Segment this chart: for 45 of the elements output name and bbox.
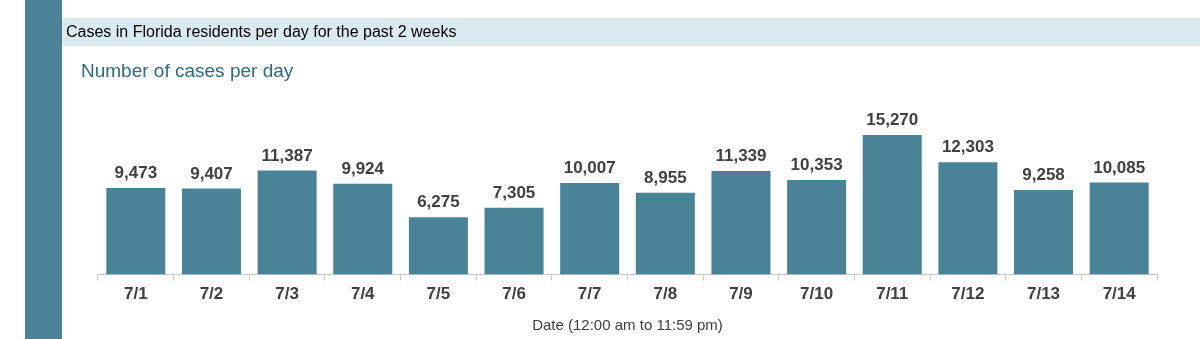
bar <box>560 183 620 275</box>
x-tick-label: 7/9 <box>729 284 753 304</box>
data-label: 9,924 <box>341 159 385 179</box>
data-label: 15,270 <box>866 110 919 130</box>
bar <box>787 179 847 275</box>
chart-title: Cases in Florida residents per day for the past 2 weeks <box>62 18 1200 46</box>
bar <box>1014 189 1074 275</box>
x-tick-label: 7/5 <box>426 284 451 304</box>
data-label: 7,305 <box>492 183 536 202</box>
x-tick-label: 7/1 <box>124 284 148 304</box>
x-tick-label: 7/2 <box>199 284 224 304</box>
data-label: 10,007 <box>563 158 616 178</box>
data-label: 9,407 <box>190 163 233 183</box>
data-label: 10,353 <box>790 155 843 175</box>
bar <box>484 207 544 275</box>
data-label: 11,387 <box>261 145 313 165</box>
x-tick-label: 7/13 <box>1026 284 1061 304</box>
bar <box>257 170 317 275</box>
bar <box>181 188 241 275</box>
x-tick-label: 7/11 <box>876 284 909 304</box>
x-tick-label: 7/7 <box>577 284 602 304</box>
bar <box>635 192 695 275</box>
bar <box>333 183 393 275</box>
data-label: 6,275 <box>417 192 460 212</box>
data-label: 10,085 <box>1093 157 1146 177</box>
x-axis-title: Date (12:00 am to 11:59 pm) <box>532 316 723 334</box>
bar <box>938 162 998 275</box>
data-label: 9,258 <box>1022 165 1065 185</box>
data-label: 12,303 <box>941 137 994 157</box>
bar <box>1089 182 1149 275</box>
x-tick-label: 7/8 <box>653 284 678 304</box>
data-label: 8,955 <box>644 167 687 187</box>
x-tick-label: 7/10 <box>800 284 834 304</box>
data-label: 11,339 <box>715 146 767 166</box>
x-tick-label: 7/14 <box>1102 284 1137 304</box>
bar <box>862 135 922 275</box>
bar <box>408 217 468 275</box>
x-tick-label: 7/4 <box>350 284 376 304</box>
x-tick-label: 7/6 <box>502 284 526 304</box>
data-label: 9,473 <box>114 163 158 183</box>
bar <box>106 188 166 275</box>
bar <box>711 170 771 275</box>
chart-subtitle: Number of cases per day <box>81 60 294 82</box>
x-tick-label: 7/12 <box>951 284 985 304</box>
x-tick-label: 7/3 <box>275 284 299 304</box>
